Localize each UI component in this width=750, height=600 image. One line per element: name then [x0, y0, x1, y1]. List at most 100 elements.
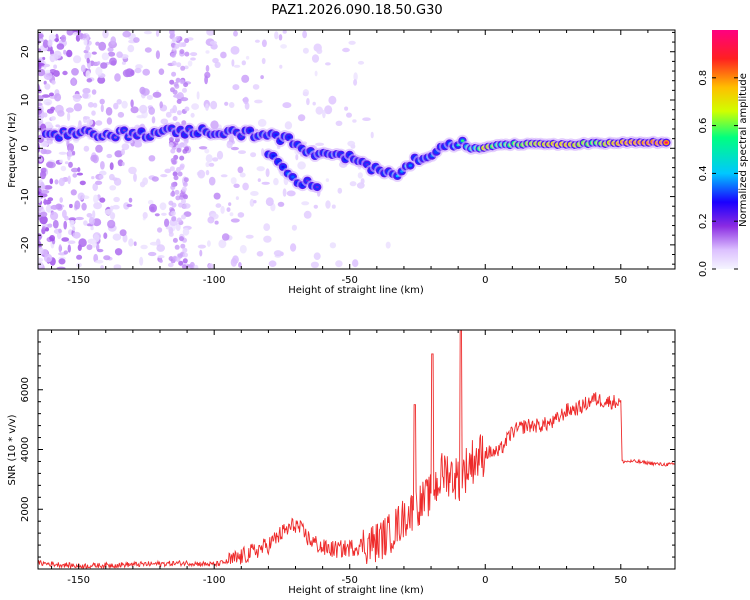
noise-blob — [331, 204, 336, 209]
noise-blob — [196, 91, 200, 100]
noise-blob — [174, 43, 180, 49]
noise-blob — [335, 260, 343, 268]
y-tick-label: 20 — [20, 45, 31, 58]
noise-blob — [233, 64, 241, 68]
noise-blob — [155, 50, 160, 60]
noise-blob — [279, 64, 283, 69]
noise-blob — [98, 41, 107, 51]
noise-blob — [183, 177, 189, 183]
noise-blob — [161, 212, 167, 216]
noise-blob — [114, 150, 123, 158]
noise-blob — [297, 114, 306, 122]
noise-blob — [179, 79, 185, 85]
noise-blob — [52, 219, 59, 229]
noise-blob — [98, 174, 104, 180]
snr-panel: -150 -100 -50 0 50 2000 4000 6000 Height of st… — [7, 329, 676, 596]
noise-blob — [42, 39, 49, 48]
noise-blob — [297, 161, 306, 170]
noise-blob — [112, 204, 120, 210]
noise-blob — [172, 237, 178, 243]
noise-blob — [315, 142, 325, 146]
noise-blob — [263, 235, 272, 243]
noise-blob — [178, 42, 184, 48]
noise-blob — [226, 141, 233, 149]
noise-blob — [252, 84, 260, 90]
noise-blob — [38, 95, 44, 102]
noise-blob — [58, 151, 67, 155]
noise-blob — [181, 120, 187, 126]
noise-blob — [167, 262, 174, 268]
noise-blob — [324, 105, 333, 115]
noise-blob — [108, 220, 114, 227]
noise-blob — [54, 38, 60, 42]
noise-blob — [40, 181, 45, 189]
noise-blob — [42, 142, 49, 147]
noise-blob — [232, 84, 240, 91]
noise-blob — [142, 212, 148, 219]
noise-blob — [274, 31, 279, 40]
noise-blob — [47, 223, 53, 228]
track-core — [276, 160, 280, 164]
x-tick-label: 0 — [482, 575, 488, 586]
noise-blob — [113, 264, 122, 269]
noise-blob — [95, 66, 103, 76]
noise-blob — [159, 101, 163, 109]
noise-blob — [73, 55, 82, 64]
noise-blob — [181, 186, 187, 192]
noise-blob — [71, 167, 79, 173]
noise-blob — [148, 155, 156, 162]
noise-blob — [133, 173, 137, 182]
noise-blob — [183, 82, 189, 88]
noise-blob — [173, 81, 179, 87]
noise-blob — [157, 255, 165, 259]
noise-blob — [61, 237, 70, 242]
noise-blob — [261, 57, 266, 65]
noise-blob — [109, 162, 114, 171]
track-core — [239, 135, 243, 138]
noise-blob — [237, 166, 244, 174]
noise-blob — [83, 116, 90, 120]
noise-blob — [177, 171, 183, 177]
noise-blob — [176, 99, 182, 104]
noise-blob — [179, 155, 185, 161]
x-tick-label: -50 — [342, 275, 358, 286]
noise-blob — [325, 178, 330, 183]
noise-blob — [237, 212, 245, 218]
noise-blob — [214, 61, 221, 68]
noise-blob — [207, 240, 211, 247]
noise-blob — [58, 228, 62, 234]
noise-blob — [87, 102, 94, 108]
noise-blob — [88, 216, 95, 225]
noise-blob — [142, 68, 150, 76]
noise-blob — [54, 93, 62, 102]
x-tick-label: -150 — [67, 575, 90, 586]
track-core — [664, 141, 668, 144]
noise-blob — [121, 61, 126, 65]
noise-blob — [86, 244, 93, 251]
noise-blob — [180, 97, 189, 102]
noise-blob — [43, 149, 52, 155]
noise-blob — [301, 201, 310, 206]
noise-blob — [151, 176, 159, 182]
noise-blob — [106, 117, 113, 125]
noise-blob — [97, 248, 104, 253]
noise-blob — [357, 60, 365, 65]
track-core — [274, 133, 278, 137]
noise-blob — [95, 144, 103, 153]
noise-blob — [91, 51, 97, 55]
colorbar-ticks: 0.0 0.2 0.4 0.6 0.8 — [698, 70, 738, 277]
noise-blob — [238, 150, 246, 155]
snr-x-label: Height of straight line (km) — [288, 585, 424, 596]
noise-blob — [182, 264, 187, 269]
noise-blob — [171, 216, 177, 222]
noise-blob — [100, 161, 105, 170]
noise-blob — [42, 249, 48, 256]
noise-blob — [60, 34, 67, 43]
noise-blob — [95, 41, 100, 46]
noise-blob — [169, 218, 178, 226]
noise-blob — [126, 203, 133, 208]
noise-blob — [130, 106, 139, 114]
noise-blob — [106, 153, 113, 159]
noise-blob — [164, 218, 170, 228]
noise-blob — [72, 32, 78, 36]
